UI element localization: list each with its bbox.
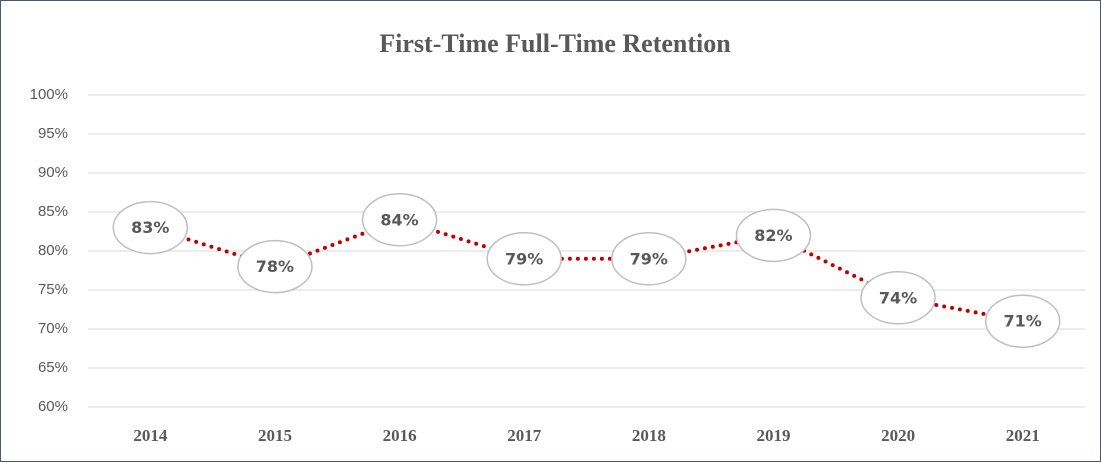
y-tick-label: 100% [30,86,68,103]
label-bubble [237,239,313,294]
data-label: 84% [380,210,418,229]
x-tick-label: 2014 [133,426,168,445]
label-bubble [486,232,562,286]
x-tick-label: 2021 [1006,426,1040,445]
x-tick-label: 2019 [756,426,790,445]
data-label: 74% [879,288,917,307]
label-bubble [611,232,687,286]
label-bubble [984,294,1061,348]
y-tick-label: 95% [38,125,68,142]
x-tick-label: 2016 [383,426,417,445]
label-bubble [860,271,936,325]
y-tick-label: 65% [38,359,68,376]
data-label: 78% [256,257,294,276]
x-tick-label: 2015 [258,426,292,445]
label-bubble [112,200,189,255]
data-label: 83% [131,218,169,237]
data-label: 79% [505,249,543,268]
x-tick-label: 2017 [507,426,542,445]
y-tick-label: 90% [38,164,68,181]
x-tick-label: 2020 [881,426,915,445]
y-tick-label: 70% [38,320,68,337]
data-label: 71% [1004,312,1042,331]
data-label: 79% [630,249,668,268]
label-bubble [361,193,438,247]
x-tick-label: 2018 [632,426,666,445]
y-tick-label: 85% [38,203,68,220]
data-label: 82% [754,226,792,245]
label-bubble [735,208,812,263]
y-tick-label: 80% [38,242,68,259]
y-tick-label: 75% [38,281,68,298]
y-tick-label: 60% [38,398,68,415]
chart-title: First-Time Full-Time Retention [379,29,731,58]
